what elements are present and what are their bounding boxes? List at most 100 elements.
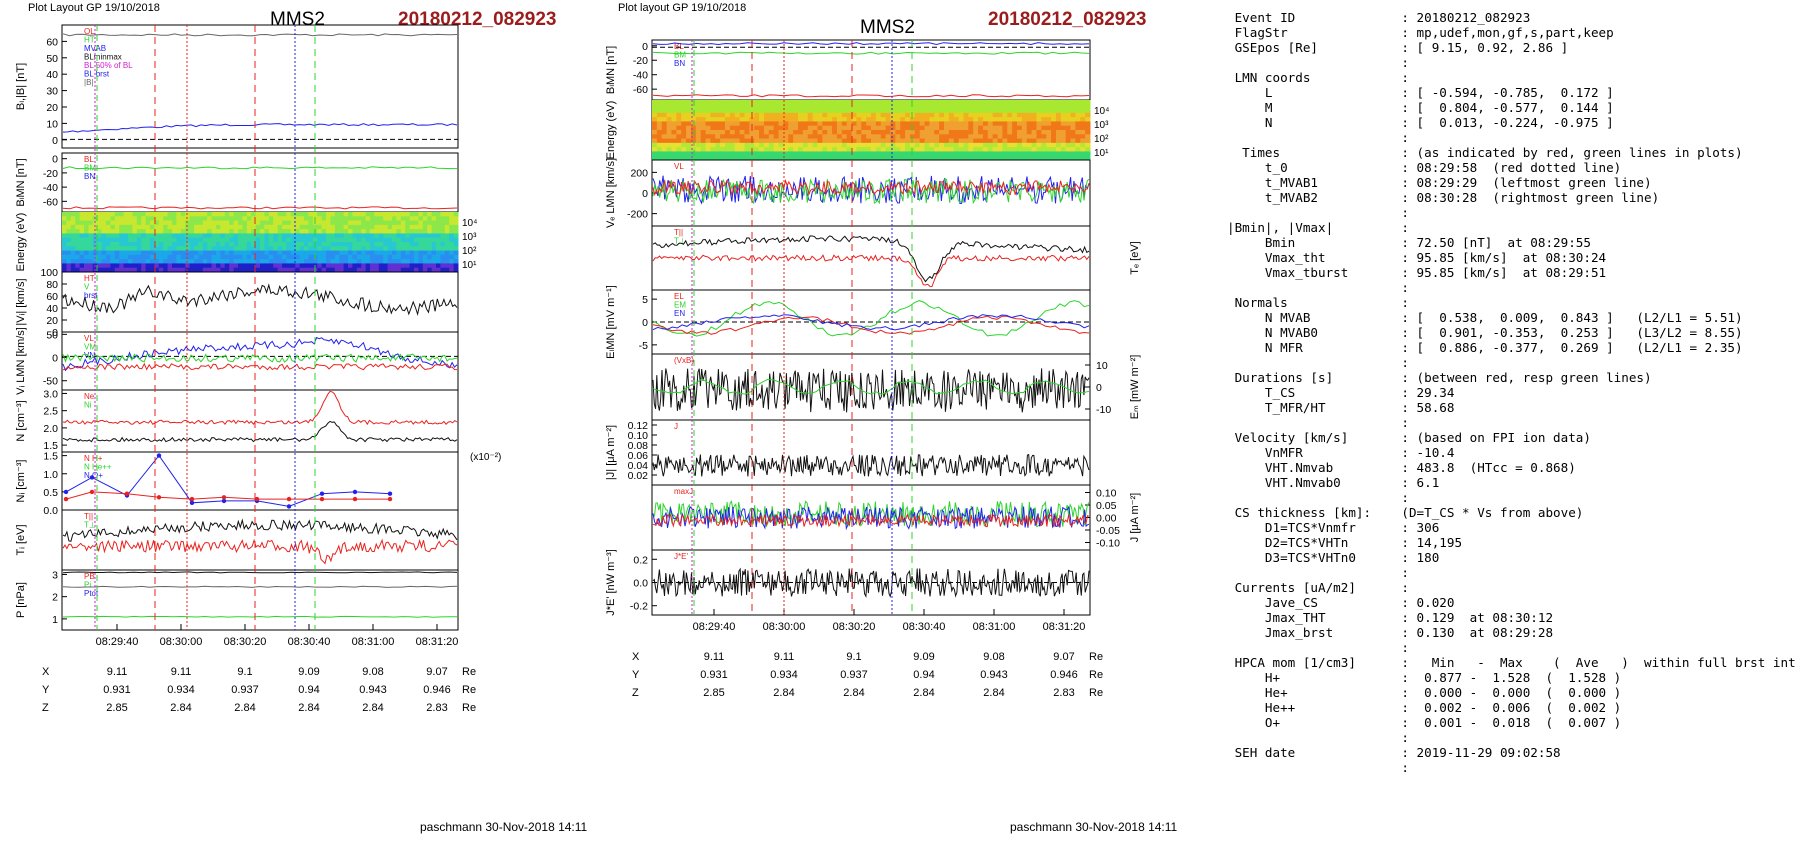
right-spectrogram-cell [846, 155, 853, 161]
left-spectrogram-cell [242, 242, 248, 247]
left-spectrogram-cell [453, 233, 459, 239]
right-spectrogram-cell [1012, 138, 1018, 144]
left-spectrogram-cell [150, 237, 155, 243]
right-spectrogram-cell [1017, 130, 1023, 135]
right-spectrogram-cell [871, 130, 877, 135]
left-spectrogram-cell [106, 212, 111, 217]
right-spectrogram-cell [851, 147, 857, 152]
right-spectrogram-cell [807, 151, 814, 157]
left-spectrogram-cell [172, 212, 177, 217]
left-spectrogram-cell [246, 259, 252, 264]
right-spectrogram-cell [744, 108, 750, 114]
left-spectrogram-cell [75, 224, 81, 230]
right-spectrogram-cell [1070, 130, 1076, 135]
left-ytick-label: -50 [43, 376, 58, 388]
left-ytick-label: 2.5 [43, 406, 58, 418]
right-spectrogram-cell [1021, 108, 1028, 114]
right-spectrogram-cell [1085, 117, 1091, 122]
left-spectrogram-cell [229, 246, 235, 252]
right-spectrogram-cell [934, 108, 940, 114]
left-ytick-label: 1.5 [43, 451, 58, 463]
left-spectrogram-cell [392, 212, 397, 217]
left-spectrogram-cell [128, 224, 133, 230]
left-spectrogram-cell [378, 216, 384, 222]
right-spectrogram-cell [754, 142, 760, 148]
left-xtick-label: 08:30:00 [160, 636, 203, 648]
left-spectrogram-cell [238, 246, 243, 252]
left-spectrogram-cell [242, 246, 248, 252]
right-spectrogram-cell [1002, 117, 1008, 122]
right-spectrogram-cell [686, 117, 692, 122]
left-spectrogram-cell [132, 233, 138, 239]
right-spectrogram-cell [656, 125, 663, 131]
left-spectrogram-cell [348, 263, 353, 269]
right-spectrogram-cell [841, 117, 848, 122]
right-spectrogram-cell [875, 138, 882, 144]
left-spectrogram-cell [378, 212, 384, 217]
left-spectrogram-cell [163, 216, 169, 222]
right-spectrogram-cell [1046, 112, 1052, 118]
right-spectrogram-cell [1046, 155, 1052, 161]
right-spectrogram-cell [944, 117, 950, 122]
left-spectrogram-cell [343, 233, 349, 239]
right-spectrogram-cell [1085, 151, 1091, 157]
right-ytick-label: 0.02 [628, 470, 649, 482]
left-spectrogram-cell [189, 224, 195, 230]
right-spectrogram-cell [1065, 142, 1072, 148]
left-spectrogram-cell [220, 212, 226, 217]
right-spectrogram-cell [1026, 100, 1033, 105]
left-spectrogram-cell [374, 229, 380, 234]
right-spectrogram-cell [841, 147, 848, 152]
left-spectrogram-cell [119, 259, 125, 264]
right-spectrogram-cell [686, 104, 692, 110]
right-spectrogram-cell [890, 130, 896, 135]
left-spectrogram-cell [427, 250, 433, 256]
right-spectrogram-cell [836, 108, 843, 114]
left-spectrogram-cell [273, 224, 279, 230]
left-spectrogram-cell [321, 216, 327, 222]
left-spectrogram-cell [136, 233, 142, 239]
ni-data-point [352, 496, 358, 502]
right-spectrogram-cell [1041, 117, 1047, 122]
left-spectrogram-cell [207, 237, 213, 243]
left-spectrogram-cell [255, 250, 261, 256]
left-spectrogram-cell [180, 224, 186, 230]
right-spectrogram-cell [793, 108, 799, 114]
left-spectrogram-cell [167, 254, 173, 260]
right-spectrogram-cell [1036, 121, 1042, 127]
right-ytick-label: 10 [1096, 360, 1108, 372]
left-spectrogram-cell [128, 233, 133, 239]
right-spectrogram-cell [671, 134, 677, 140]
right-spectrogram-cell [652, 112, 658, 118]
right-spectrogram-cell [973, 142, 979, 148]
right-spectrogram-cell [1080, 108, 1086, 114]
left-spectrogram-cell [374, 233, 380, 239]
left-spectrogram-cell [242, 254, 248, 260]
left-spectrogram-cell [348, 216, 353, 222]
right-spec-tick-label: 10² [1094, 134, 1109, 145]
right-ylabel: Eₘ [mW m⁻²] [1129, 355, 1141, 420]
left-spectrogram-cell [343, 250, 349, 256]
right-spectrogram-cell [939, 112, 945, 118]
ni-data-point [352, 489, 358, 495]
left-spectrogram-cell [251, 212, 257, 217]
left-spectrogram-cell [123, 263, 129, 269]
right-spectrogram-cell [832, 112, 838, 118]
left-spectrogram-cell [339, 216, 345, 222]
right-pos-value: 0.943 [980, 669, 1008, 681]
left-spectrogram-cell [132, 250, 138, 256]
left-spectrogram-cell [370, 212, 375, 217]
series-line [652, 453, 1090, 477]
right-spectrogram-cell [676, 151, 682, 157]
right-spectrogram-cell [992, 134, 999, 140]
right-spectrogram-cell [963, 108, 969, 114]
right-spectrogram-cell [686, 147, 692, 152]
left-spectrogram-cell [106, 216, 111, 222]
left-spectrogram-cell [185, 233, 191, 239]
right-spectrogram-cell [841, 155, 848, 161]
right-spectrogram-cell [661, 112, 668, 118]
right-spectrogram-cell [851, 151, 857, 157]
right-spectrogram-cell [1060, 108, 1067, 114]
left-spectrogram-cell [132, 259, 138, 264]
right-spectrogram-cell [939, 125, 945, 131]
